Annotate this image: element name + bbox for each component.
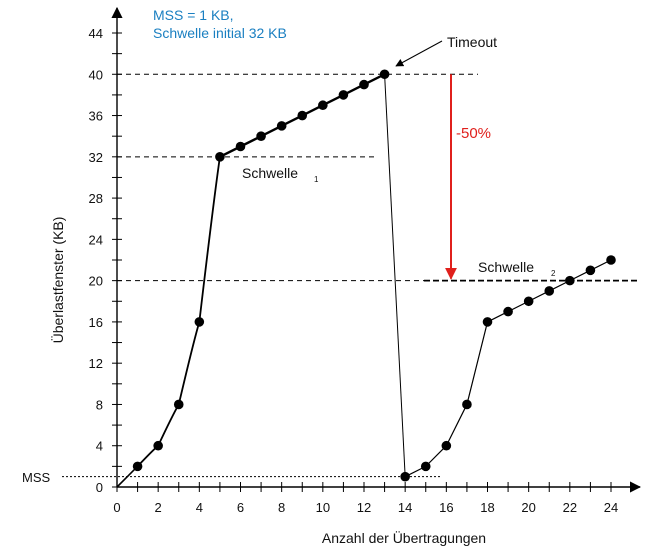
series-1-point	[359, 79, 369, 90]
y-tick-label: 32	[89, 150, 103, 165]
x-tick-label: 20	[521, 500, 535, 515]
annotations	[395, 40, 457, 280]
series-1-start-segment	[116, 465, 139, 488]
y-tick-label: 24	[89, 232, 103, 247]
x-tick-label: 8	[278, 500, 285, 515]
schwelle-2-label: Schwelle	[478, 259, 534, 275]
series-1-point	[379, 69, 390, 80]
x-tick-label: 18	[480, 500, 494, 515]
series-1-point	[338, 90, 349, 100]
x-axis-title: Anzahl der Übertragungen	[322, 529, 486, 546]
mss-label: MSS	[22, 470, 51, 485]
x-tick-label: 24	[604, 500, 618, 515]
series-2-point	[585, 265, 596, 276]
series-1-point	[318, 100, 328, 111]
series-1-point	[194, 317, 205, 327]
series-1-point	[297, 110, 308, 121]
y-tick-label: 40	[89, 67, 103, 82]
series-2-point	[420, 461, 431, 472]
series-2-point	[441, 440, 452, 451]
reduction-label: -50%	[456, 125, 491, 142]
info-line-2: Schwelle initial 32 KB	[153, 25, 287, 41]
series-1-point	[256, 131, 266, 141]
x-tick-label: 2	[155, 500, 162, 515]
series-2-point	[503, 306, 513, 317]
x-tick-label: 14	[398, 500, 412, 515]
series-1-point	[173, 399, 184, 410]
series-2-point	[400, 471, 410, 482]
schwelle-1-subscript: 1	[314, 175, 319, 184]
y-tick-label: 28	[89, 191, 103, 206]
series-2-point	[523, 296, 534, 307]
info-line-1: MSS = 1 KB,	[153, 7, 234, 23]
reference-lines	[62, 73, 640, 478]
schwelle-1-label: Schwelle	[242, 165, 298, 181]
series-2-point	[606, 255, 616, 265]
timeout-label: Timeout	[447, 34, 497, 50]
y-tick-label: 12	[89, 356, 103, 371]
y-tick-label: 44	[89, 26, 103, 41]
x-tick-label: 12	[357, 500, 371, 515]
series-1-point	[235, 141, 246, 152]
y-tick-label: 36	[89, 109, 103, 124]
y-axis-title: Überlastfenster (KB)	[49, 217, 66, 344]
y-tick-label: 16	[89, 315, 103, 330]
y-tick-label: 0	[96, 480, 103, 495]
series-2-point	[462, 399, 472, 410]
y-tick-label: 20	[89, 274, 103, 289]
x-tick-label: 6	[237, 500, 244, 515]
x-tick-label: 4	[196, 500, 203, 515]
x-tick-label: 16	[439, 500, 453, 515]
series-1-point	[276, 121, 287, 131]
series-2-line	[404, 259, 612, 478]
series-1-point	[153, 440, 163, 451]
series-2-point	[482, 317, 493, 327]
series-2-point	[544, 286, 555, 296]
x-tick-label: 22	[563, 500, 577, 515]
series-2-point	[565, 275, 575, 286]
timeout-drop-line	[384, 74, 406, 477]
x-tick-label: 0	[113, 500, 120, 515]
schwelle-2-subscript: 2	[551, 269, 556, 278]
axes: 0 2 4 6 8 10 12 14 16 18 20 22 240481216202428323640…	[89, 6, 642, 515]
timeout-arrow	[395, 40, 443, 67]
y-tick-label: 8	[96, 397, 103, 412]
y-tick-label: 4	[96, 439, 103, 454]
x-tick-label: 10	[316, 500, 330, 515]
series-1-slow-start-line	[136, 156, 221, 467]
series-layer	[116, 69, 616, 488]
series-1-point	[215, 152, 225, 162]
series-1-point	[132, 461, 143, 472]
